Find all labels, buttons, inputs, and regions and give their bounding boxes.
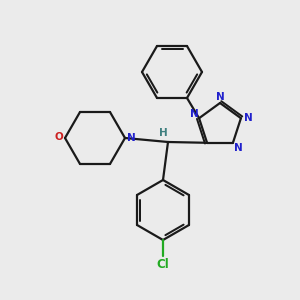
Text: H: H: [159, 128, 167, 138]
Text: N: N: [190, 109, 199, 119]
Text: Cl: Cl: [157, 259, 169, 272]
Text: N: N: [234, 143, 242, 153]
Text: N: N: [244, 113, 252, 123]
Text: O: O: [55, 132, 63, 142]
Text: N: N: [216, 92, 224, 102]
Text: N: N: [127, 133, 135, 143]
